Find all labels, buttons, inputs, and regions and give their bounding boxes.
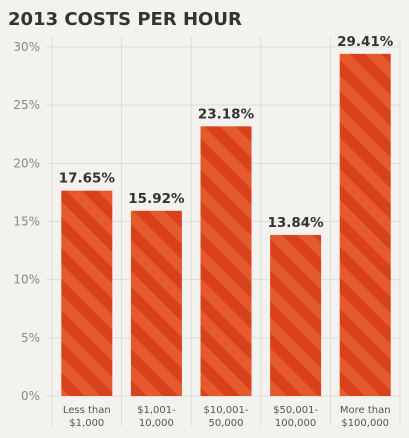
y-axis-ticks: 0% 5% 10% 15% 20% 25% 30% [13,40,40,403]
y-tick-label: 0% [21,389,40,403]
x-tick-label: $1,001-10,000 [137,405,176,429]
y-tick-label: 5% [21,331,40,345]
chart-title: 2013 COSTS PER HOUR [8,9,242,30]
data-label: 23.18% [198,106,255,122]
data-label: 15.92% [128,191,185,207]
data-label: 13.84% [267,215,324,231]
bar [130,210,182,396]
x-tick-label: Less than $1,000 [63,405,111,429]
y-tick-label: 30% [13,40,40,54]
bars [61,53,391,397]
x-tick-label: $50,001-100,000 [273,405,318,429]
y-tick-label: 20% [13,156,40,170]
bar [200,126,252,397]
data-label: 17.65% [59,171,116,187]
y-tick-label: 15% [13,215,40,229]
x-tick-label: $10,001-50,000 [204,405,249,429]
bar [61,190,113,396]
bar [339,53,391,396]
bar [270,234,322,396]
data-label: 29.41% [337,34,394,50]
y-tick-label: 10% [13,273,40,287]
x-axis-ticks: Less than $1,000 $1,001-10,000 $10,001-50,0… [63,405,391,429]
x-tick-label: More than $100,000 [340,405,391,429]
data-labels: 17.65% 15.92% 23.18% 13.84% 29.41% [59,34,394,231]
y-tick-label: 25% [13,98,40,112]
